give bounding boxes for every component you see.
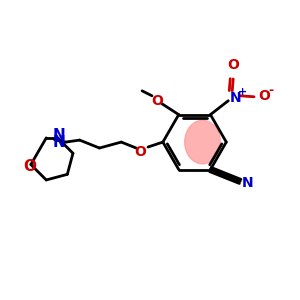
Text: N: N	[229, 91, 241, 105]
Text: -: -	[268, 84, 273, 97]
Text: N: N	[52, 135, 65, 150]
Text: N: N	[242, 176, 254, 190]
Text: O: O	[151, 94, 163, 108]
Text: O: O	[23, 159, 36, 174]
Text: O: O	[258, 89, 270, 103]
Text: O: O	[227, 58, 239, 72]
Text: N: N	[52, 128, 65, 143]
Ellipse shape	[185, 120, 220, 164]
Text: +: +	[238, 87, 248, 97]
Text: O: O	[134, 145, 146, 159]
